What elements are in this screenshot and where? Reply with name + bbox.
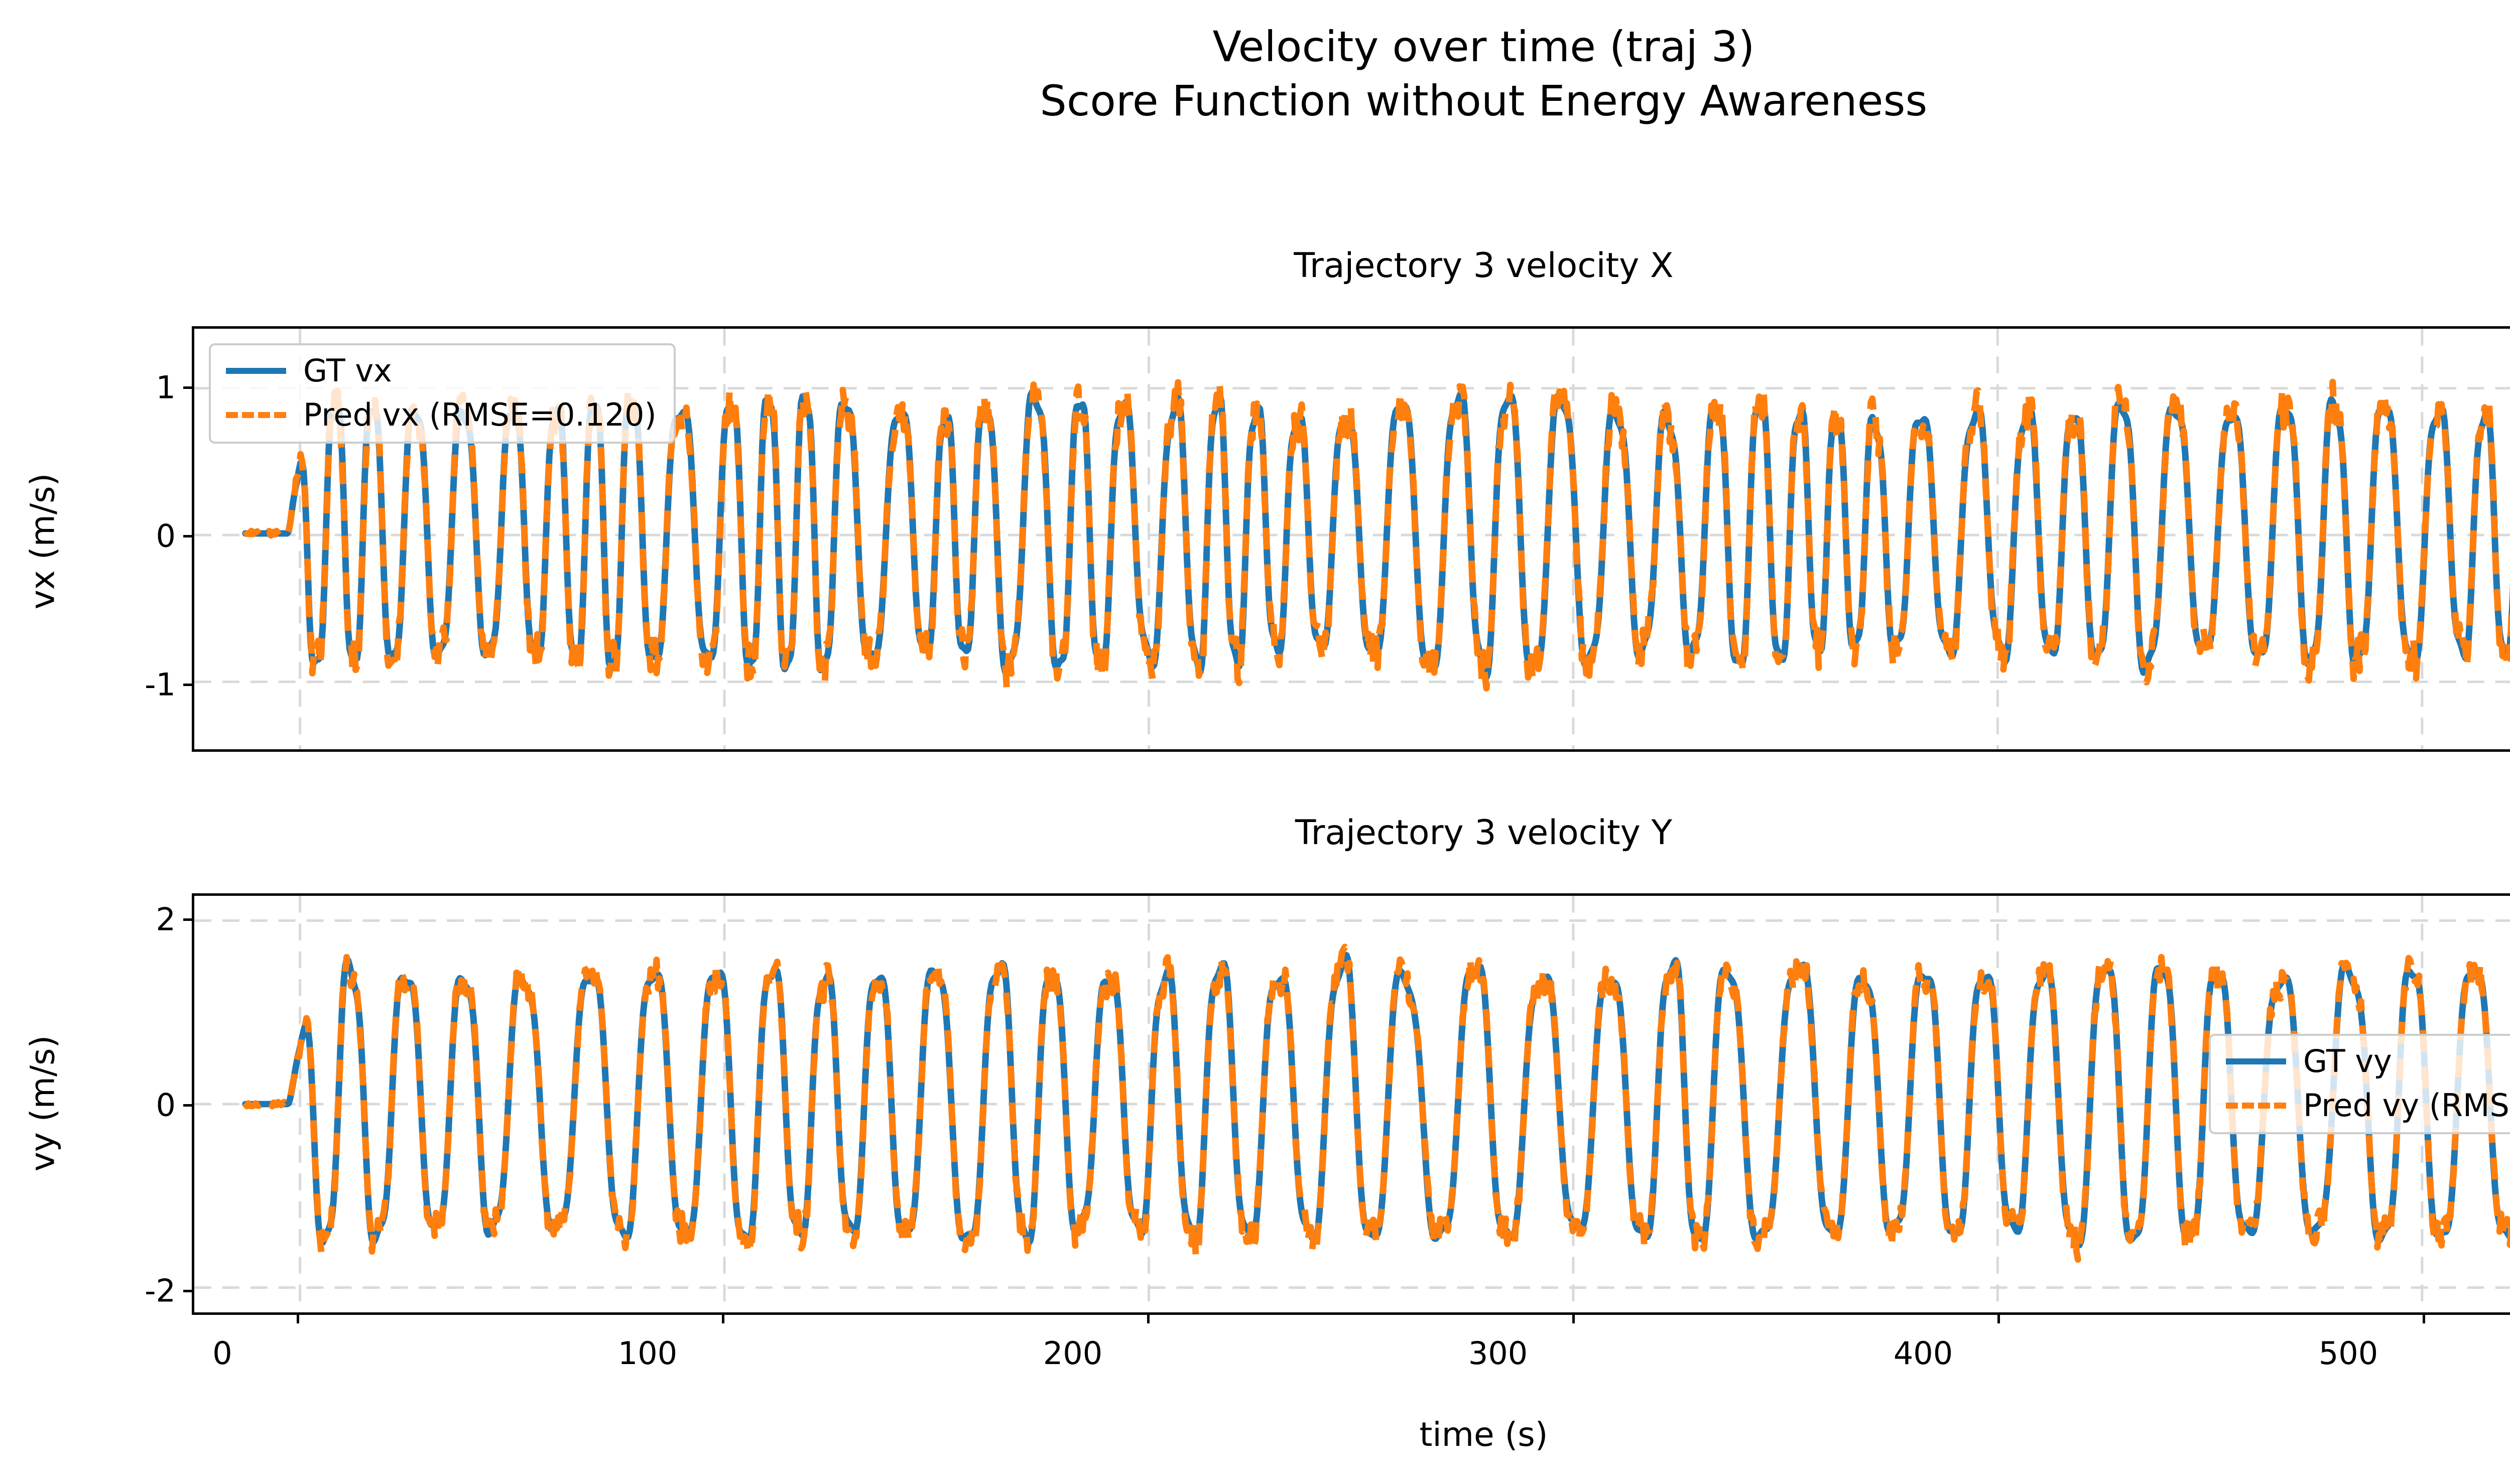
y-tick-mark-vy-0 xyxy=(183,918,192,921)
x-tick-mark-3 xyxy=(1572,1315,1575,1323)
x-tick-label-0: 0 xyxy=(212,1335,232,1372)
suptitle-line-1: Velocity over time (traj 3) xyxy=(1212,22,1755,71)
series-pred-vy xyxy=(242,943,2510,1263)
x-tick-label-2: 200 xyxy=(1043,1335,1103,1372)
y-tick-label-vx-0: 1 xyxy=(156,369,176,406)
y-tick-label-vx-2: -1 xyxy=(145,666,176,703)
x-axis-label: time (s) xyxy=(1419,1415,1548,1454)
series-pred-vx xyxy=(242,378,2510,692)
legend-label-pred-vx: Pred vx (RMSE=0.120) xyxy=(303,396,657,433)
x-tick-mark-0 xyxy=(297,1315,299,1323)
x-tick-label-5: 500 xyxy=(2318,1335,2378,1372)
velocity-y-svg xyxy=(194,896,2510,1312)
x-tick-mark-2 xyxy=(1147,1315,1150,1323)
subplot-title-velocity-y: Trajectory 3 velocity Y xyxy=(1295,813,1673,853)
y-tick-mark-vy-2 xyxy=(183,1290,192,1292)
y-tick-label-vx-1: 0 xyxy=(156,517,176,555)
y-tick-mark-vx-1 xyxy=(183,535,192,537)
subplot-velocity-x: Trajectory 3 velocity X vx (m/s) 1 0 -1 xyxy=(24,246,2510,752)
legend-row-gt-vx: GT vx xyxy=(226,355,657,386)
y-tick-label-vy-0: 2 xyxy=(156,901,176,938)
legend-label-gt-vy: GT vy xyxy=(2303,1043,2392,1080)
y-axis-label-vy: vy (m/s) xyxy=(23,1035,62,1172)
legend-swatch-pred-vy xyxy=(2226,1103,2286,1109)
x-tick-label-4: 400 xyxy=(1893,1335,1953,1372)
x-tick-mark-4 xyxy=(1997,1315,2000,1323)
plot-area-velocity-y[interactable] xyxy=(192,893,2510,1315)
plot-area-velocity-x[interactable] xyxy=(192,326,2510,752)
legend-velocity-y[interactable]: GT vy Pred vy (RMSE=0.113) xyxy=(2209,1034,2510,1134)
y-tick-mark-vx-0 xyxy=(183,386,192,389)
y-tick-label-vy-2: -2 xyxy=(145,1272,176,1309)
legend-swatch-gt-vy xyxy=(2226,1058,2286,1064)
legend-swatch-gt-vx xyxy=(226,368,286,374)
x-tick-mark-1 xyxy=(722,1315,724,1323)
y-tick-mark-vy-1 xyxy=(183,1104,192,1107)
suptitle-line-2: Score Function without Energy Awareness xyxy=(1040,76,1928,125)
figure-suptitle: Velocity over time (traj 3) Score Functi… xyxy=(0,20,2510,128)
x-tick-mark-5 xyxy=(2423,1315,2425,1323)
legend-row-gt-vy: GT vy xyxy=(2226,1046,2510,1077)
legend-row-pred-vx: Pred vx (RMSE=0.120) xyxy=(226,399,657,431)
legend-swatch-pred-vx xyxy=(226,412,286,418)
y-tick-mark-vx-2 xyxy=(183,684,192,686)
legend-row-pred-vy: Pred vy (RMSE=0.113) xyxy=(2226,1090,2510,1121)
legend-label-gt-vx: GT vx xyxy=(303,352,392,389)
legend-label-pred-vy: Pred vy (RMSE=0.113) xyxy=(2303,1087,2510,1124)
x-tick-label-1: 100 xyxy=(617,1335,678,1372)
legend-velocity-x[interactable]: GT vx Pred vx (RMSE=0.120) xyxy=(209,343,676,444)
x-tick-label-3: 300 xyxy=(1468,1335,1528,1372)
y-tick-label-vy-1: 0 xyxy=(156,1087,176,1124)
subplot-title-velocity-x: Trajectory 3 velocity X xyxy=(1294,246,1674,286)
